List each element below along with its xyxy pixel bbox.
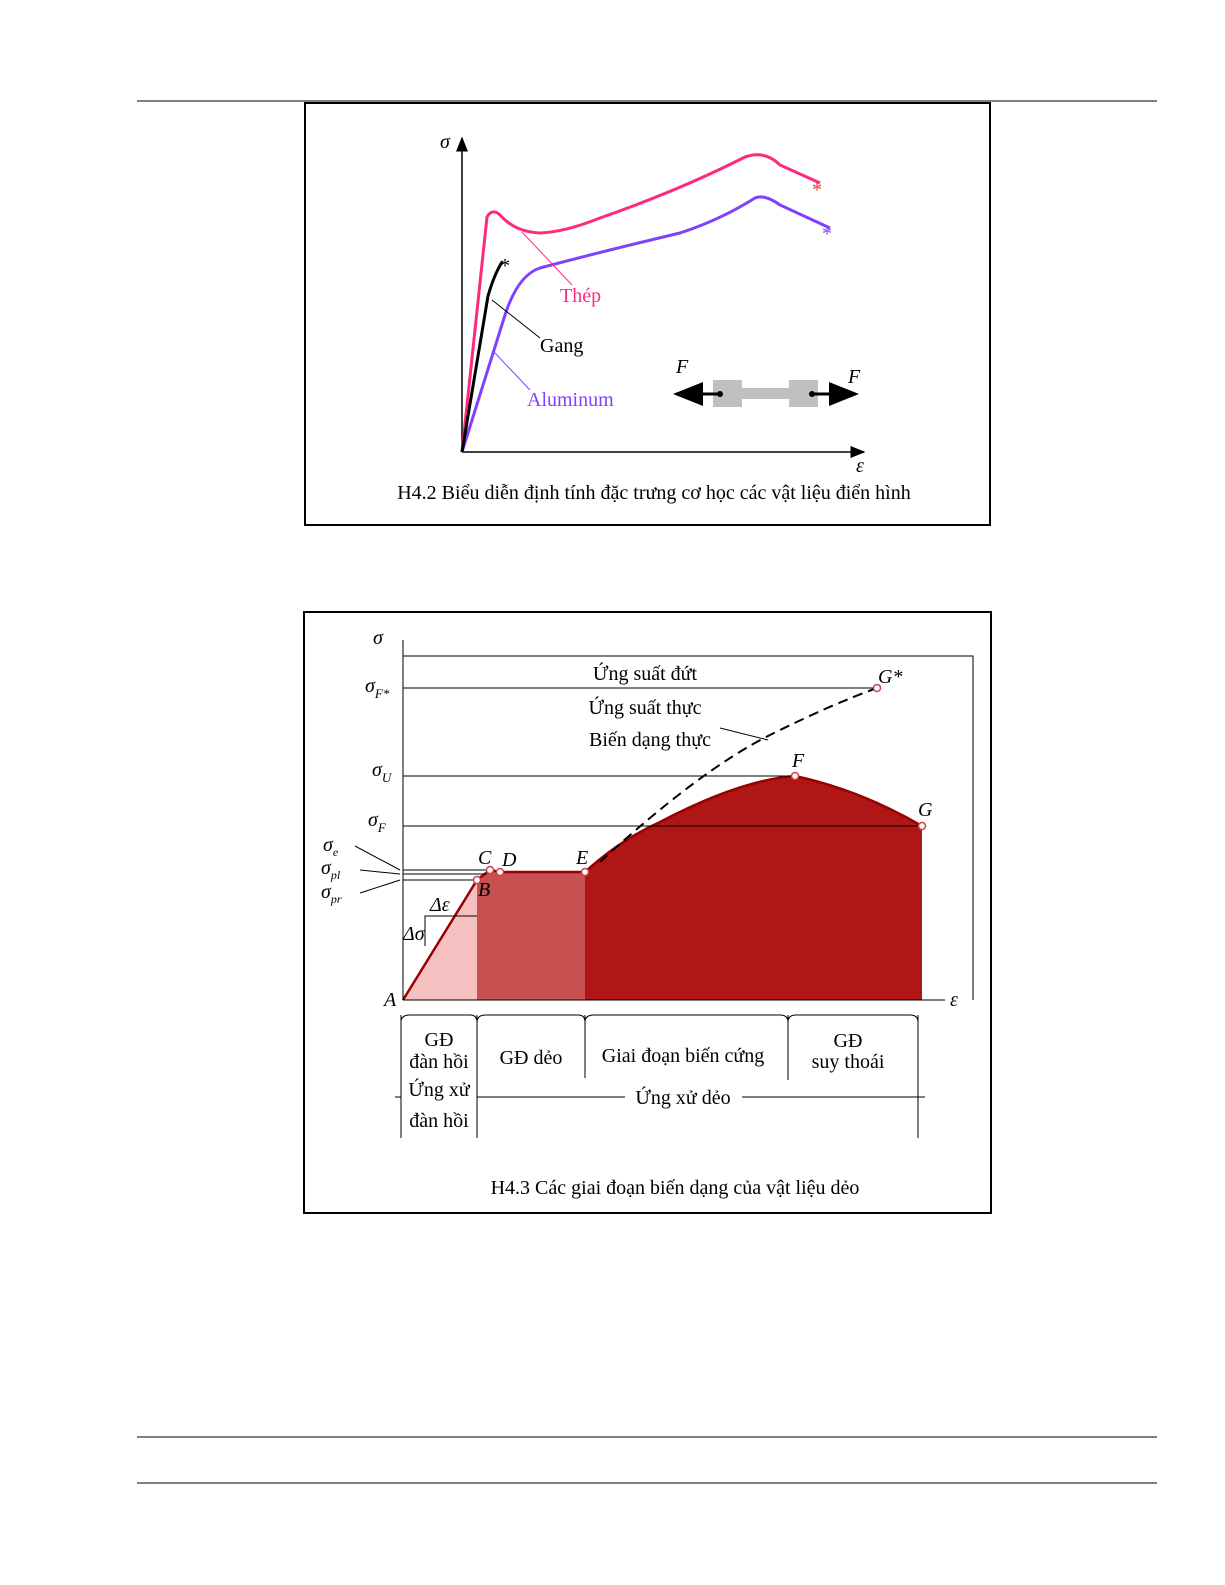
plot-frame — [403, 655, 974, 1000]
slope-triangle — [424, 915, 477, 946]
point-label: G* — [878, 666, 902, 688]
delta-label: Δε — [429, 894, 450, 916]
label-aluminum: Aluminum — [527, 389, 614, 411]
leader — [491, 299, 541, 339]
figure-1: σ ε * * * Thép Gang Aluminum F F H4.2 Bi… — [304, 102, 991, 526]
stage-label: Giai đoạn biến cứng — [602, 1045, 764, 1067]
break-mark: * — [812, 179, 822, 201]
point-marker — [872, 683, 882, 693]
point-label: F — [791, 750, 805, 772]
point-marker — [917, 821, 927, 831]
figure-frame — [304, 102, 991, 526]
behavior-label: Ứng xử — [408, 1077, 471, 1101]
stage-label: suy thoái — [812, 1051, 885, 1073]
stage-label: GĐ — [834, 1030, 863, 1052]
leader — [354, 845, 401, 871]
behavior-label: đàn hồi — [409, 1110, 469, 1132]
stage-bracket — [400, 1014, 478, 1023]
annotation: Biến dạng thực — [589, 729, 711, 751]
point-marker — [485, 865, 495, 875]
leader — [521, 231, 573, 286]
point-marker — [790, 771, 800, 781]
point-label: A — [382, 989, 397, 1011]
figure-frame — [303, 611, 992, 1214]
leader — [359, 879, 401, 894]
stage-bracket — [476, 1014, 586, 1023]
stress-curve — [401, 774, 923, 1001]
stress-level: σF* — [365, 675, 390, 701]
label-steel: Thép — [560, 285, 601, 307]
point-label: B — [478, 879, 490, 901]
point-label: C — [478, 847, 492, 869]
leader — [493, 351, 531, 391]
specimen — [742, 388, 789, 399]
behavior-label: Ứng xử dẻo — [635, 1085, 730, 1109]
figure-2: σ ε σF* σU σF σe σpl σpr Δε Δσ A B C D E… — [303, 611, 992, 1214]
stage-bracket — [584, 1014, 789, 1023]
stage-label: GĐ dẻo — [500, 1047, 563, 1069]
stress-level: σpr — [321, 881, 342, 906]
point-label: G — [918, 799, 933, 821]
stress-level: σU — [372, 759, 393, 785]
point-marker — [580, 867, 590, 877]
leader — [719, 727, 769, 741]
point-label: D — [501, 849, 517, 871]
axis-label: σ — [373, 627, 384, 649]
plastic-region — [477, 870, 585, 1000]
label-cast-iron: Gang — [540, 335, 583, 357]
axis-label: ε — [950, 989, 958, 1011]
axis-label: σ — [440, 131, 451, 153]
point-marker — [472, 875, 482, 885]
force-label: F — [847, 366, 861, 388]
annotation: Ứng suất đứt — [593, 661, 698, 685]
stress-level: σpl — [321, 857, 341, 882]
stress-level: σe — [323, 834, 339, 859]
cast-iron-curve — [460, 261, 504, 453]
caption: H4.3 Các giai đoạn biến dạng của vật liệ… — [491, 1177, 860, 1199]
break-mark: * — [822, 223, 832, 245]
steel-curve — [460, 153, 821, 453]
leader — [359, 869, 401, 875]
stage-label: GĐ — [425, 1029, 454, 1051]
pin — [809, 391, 815, 397]
point-label: E — [575, 847, 588, 869]
stage-bracket — [787, 1014, 919, 1023]
stress-level: σF — [368, 809, 387, 835]
aluminum-curve — [460, 195, 831, 453]
force-label: F — [675, 356, 689, 378]
hardening-region — [585, 776, 922, 1000]
pin — [717, 391, 723, 397]
annotation: Ứng suất thực — [588, 695, 701, 719]
axis-label: ε — [856, 455, 864, 477]
break-mark: * — [500, 255, 510, 277]
delta-label: Δσ — [402, 923, 426, 945]
point-marker — [495, 867, 505, 877]
caption: H4.2 Biểu diễn định tính đặc trưng cơ họ… — [397, 482, 911, 504]
stage-label: đàn hồi — [409, 1051, 469, 1073]
true-curve — [599, 687, 878, 863]
